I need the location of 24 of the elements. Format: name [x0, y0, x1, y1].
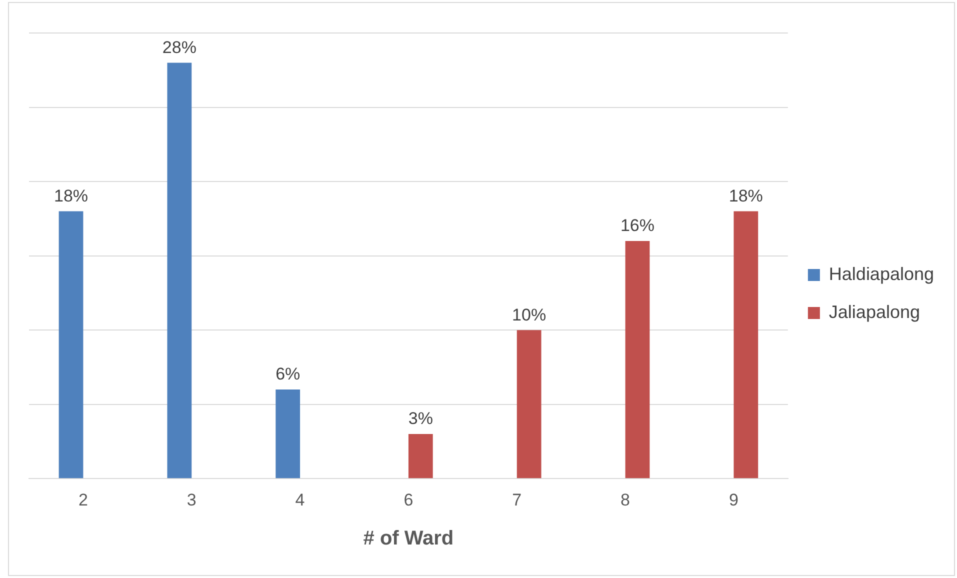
x-tick-label: 9: [728, 490, 738, 510]
legend-label: Haldiapalong: [828, 264, 934, 284]
data-label: 18%: [54, 186, 88, 206]
bar: [58, 211, 84, 478]
x-tick-label: 7: [512, 490, 522, 510]
bar: [734, 211, 758, 478]
data-label: 10%: [512, 305, 546, 324]
x-tick-label: 2: [78, 490, 88, 510]
legend-label: Jaliapalong: [828, 302, 920, 322]
data-label: 6%: [276, 364, 300, 384]
bar: [516, 330, 542, 478]
data-label: 18%: [728, 186, 763, 206]
data-label: 28%: [162, 38, 196, 57]
data-label: 3%: [408, 409, 433, 428]
data-label: 16%: [620, 216, 655, 236]
x-tick-label: 3: [186, 490, 196, 510]
bar: [625, 240, 650, 478]
x-tick-label: 4: [295, 490, 305, 510]
bar: [408, 434, 433, 478]
x-axis-title: # of Ward: [363, 528, 454, 550]
x-tick-label: 8: [620, 490, 630, 510]
bar: [167, 62, 192, 478]
bar: [276, 389, 300, 478]
x-tick-label: 6: [404, 490, 414, 510]
